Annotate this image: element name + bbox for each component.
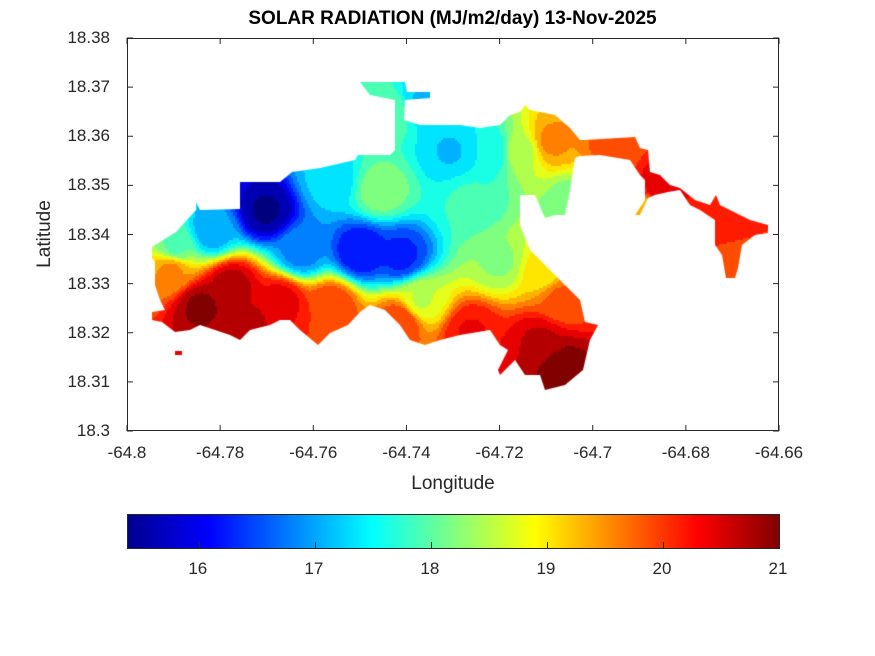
colorbar-tick-label: 20 [652,559,672,578]
axes-box [127,38,779,431]
chart-title: SOLAR RADIATION (MJ/m2/day) 13-Nov-2025 [248,8,657,29]
y-tick-label: 18.35 [67,175,110,195]
x-tick-label: -64.74 [382,443,431,462]
y-tick-label: 18.3 [76,421,110,440]
y-tick-label: 18.33 [67,273,110,293]
y-tick-label: 18.37 [67,77,110,97]
colorbar-tick [662,542,664,548]
colorbar-tick-label: 18 [420,559,440,578]
axes [126,37,780,432]
y-tick-label: 18.32 [67,322,110,342]
x-tick-label: -64.66 [754,443,804,462]
x-tick-label: -64.7 [573,443,613,462]
colorbar [127,514,780,549]
colorbar-tick [430,542,432,548]
x-tick-label: -64.68 [661,443,710,462]
y-tick-label: 18.38 [67,28,110,47]
contour-field [127,38,779,431]
x-axis-label: Longitude [411,473,495,494]
colorbar-tick-label: 21 [768,559,788,578]
plot-area [126,37,780,432]
colorbar-tick-label: 17 [304,559,324,578]
colorbar-tick-label: 16 [188,559,208,578]
y-axis-label: Latitude [34,200,55,268]
y-tick-label: 18.34 [67,224,110,244]
colorbar-tick [198,542,200,548]
colorbar-tick [546,542,548,548]
x-tick-label: -64.78 [196,443,245,462]
colorbar-tick [314,542,316,548]
x-tick-label: -64.76 [289,443,338,462]
colorbar-tick-label: 19 [536,559,556,578]
colorbar-tick [779,542,780,548]
y-tick-label: 18.36 [67,126,110,146]
y-tick-label: 18.31 [67,371,110,391]
x-tick-label: -64.72 [475,443,524,462]
x-tick-label: -64.8 [107,443,147,462]
